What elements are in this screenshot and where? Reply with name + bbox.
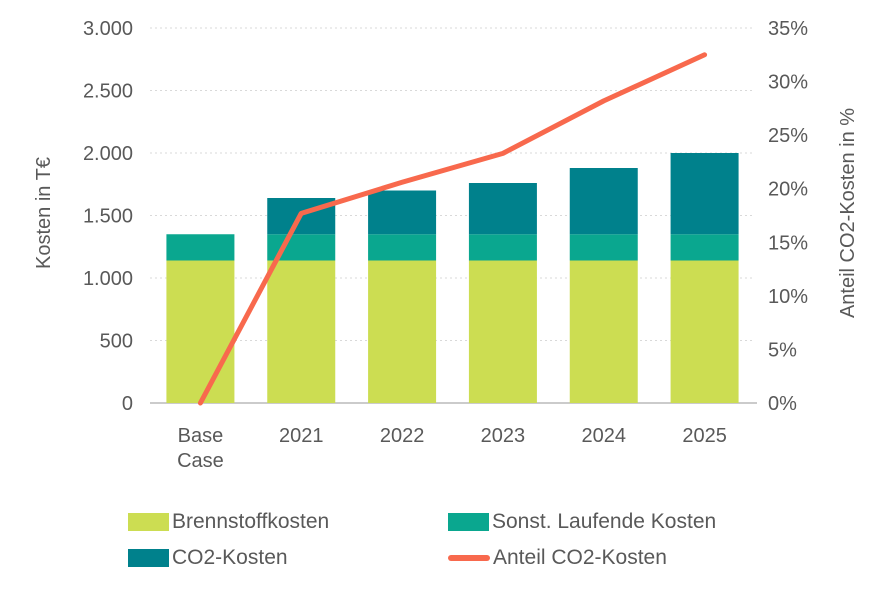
left-axis-tick-label: 3.000 [83, 18, 133, 40]
legend-label: Brennstoffkosten [172, 510, 330, 533]
legend-item-sonst-laufende-kosten: Sonst. Laufende Kosten [448, 511, 716, 532]
bar-segment-co2-kosten-2024 [569, 168, 638, 235]
bar-segment-co2-kosten-2025 [670, 153, 739, 235]
bar-segment-brennstoffkosten-2023 [468, 260, 537, 403]
left-axis-tick-label: 1.500 [83, 206, 133, 228]
legend-item-co2-kosten: CO2-Kosten [128, 547, 288, 568]
right-axis-tick-label: 5% [768, 339, 797, 361]
legend-label: Sonst. Laufende Kosten [492, 510, 717, 533]
left-axis-tick-label: 500 [100, 331, 133, 353]
bar-segment-brennstoffkosten-2024 [569, 260, 638, 403]
right-axis-tick-label: 20% [768, 179, 808, 201]
bar-segment-brennstoffkosten-2021 [267, 260, 336, 403]
anteil-co2-kosten-line [197, 52, 708, 406]
brennstoffkosten-swatch-icon [128, 512, 169, 531]
legend-item-brennstoffkosten: Brennstoffkosten [128, 511, 329, 532]
bar-segment-sonst-laufende-kosten-base-case [166, 234, 235, 261]
bar-segment-sonst-laufende-kosten-2022 [368, 234, 437, 261]
right-axis-tick-label: 10% [768, 286, 808, 308]
right-axis-tick-label: 35% [768, 18, 808, 40]
category-label: 2022 [380, 425, 425, 447]
bar-segment-sonst-laufende-kosten-2023 [468, 234, 537, 261]
right-axis-tick-label: 0% [768, 393, 797, 415]
category-label: 2024 [582, 425, 627, 447]
bar-segment-sonst-laufende-kosten-2025 [670, 234, 739, 261]
category-label: Base [178, 425, 224, 447]
right-axis-tick-label: 15% [768, 232, 808, 254]
bar-segment-sonst-laufende-kosten-2024 [569, 234, 638, 261]
legend-item-anteil-co2-kosten: Anteil CO2-Kosten [448, 547, 667, 568]
category-label: Case [177, 450, 224, 472]
co2-kosten-swatch-icon [128, 548, 169, 567]
left-axis-tick-label: 2.000 [83, 143, 133, 165]
category-label: 2021 [279, 425, 324, 447]
anteil-co2-kosten-line-icon [448, 554, 490, 561]
right-axis-tick-label: 25% [768, 125, 808, 147]
bar-segment-brennstoffkosten-2022 [368, 260, 437, 403]
bar-segment-co2-kosten-2023 [468, 183, 537, 235]
legend-label: Anteil CO2-Kosten [493, 546, 667, 569]
left-axis-tick-label: 2.500 [83, 81, 133, 103]
category-label: 2023 [481, 425, 526, 447]
category-label: 2025 [682, 425, 727, 447]
bar-segment-brennstoffkosten-2025 [670, 260, 739, 403]
left-axis-tick-label: 0 [122, 393, 133, 415]
bar-segment-brennstoffkosten-base-case [166, 260, 235, 403]
bar-segment-co2-kosten-2022 [368, 190, 437, 235]
legend-label: CO2-Kosten [172, 546, 288, 569]
sonst-laufende-kosten-swatch-icon [448, 512, 489, 531]
left-axis-tick-label: 1.000 [83, 268, 133, 290]
right-axis-tick-label: 30% [768, 72, 808, 94]
